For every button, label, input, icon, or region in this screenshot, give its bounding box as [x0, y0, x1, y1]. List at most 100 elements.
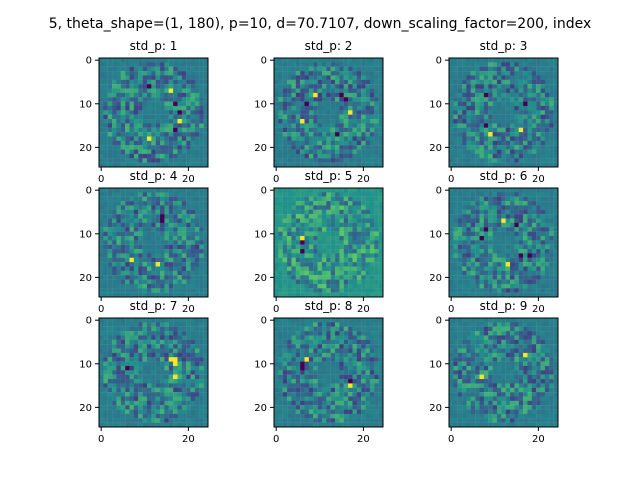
heatmap-cell [304, 123, 310, 128]
heatmap-cell [120, 240, 126, 245]
heatmap-cell [173, 127, 178, 133]
heatmap-cell [308, 145, 314, 150]
heatmap-cell [168, 422, 174, 428]
heatmap-cell [453, 132, 458, 137]
heatmap-cell [308, 392, 314, 397]
heatmap-cell [356, 249, 362, 254]
heatmap-cell [99, 405, 104, 410]
heatmap-cell [181, 153, 187, 159]
heatmap-cell [186, 62, 191, 67]
heatmap-cell [365, 222, 371, 228]
heatmap-cell [112, 253, 117, 258]
heatmap-cell [514, 58, 519, 63]
heatmap-cell [317, 214, 323, 219]
heatmap-cell [531, 136, 537, 141]
heatmap-cell [186, 192, 191, 197]
heatmap-cell [348, 405, 353, 410]
heatmap-cell [475, 127, 480, 133]
heatmap-cell [510, 97, 515, 102]
heatmap-cell [479, 162, 485, 168]
heatmap-cell [304, 101, 310, 107]
heatmap-cell [287, 71, 292, 76]
heatmap-cell [335, 214, 340, 219]
heatmap-cell [181, 79, 187, 85]
heatmap-cell [527, 218, 532, 224]
heatmap-cell [343, 361, 349, 367]
heatmap-cell [173, 283, 178, 289]
heatmap-cell [330, 158, 336, 163]
heatmap-cell [527, 119, 532, 124]
heatmap-cell [133, 75, 139, 80]
heatmap-cell [99, 158, 104, 163]
heatmap-cell [514, 88, 519, 94]
heatmap-cell [492, 162, 498, 168]
heatmap-cell [287, 218, 292, 224]
heatmap-cell [278, 292, 283, 298]
heatmap-cell [352, 322, 357, 327]
heatmap-cell [151, 257, 156, 263]
heatmap-cell [527, 196, 532, 202]
heatmap-cell [129, 292, 135, 298]
heatmap-cell [203, 136, 209, 141]
heatmap-cell [348, 97, 353, 102]
heatmap-cell [514, 240, 519, 245]
heatmap-cell [274, 158, 279, 163]
heatmap-cell [120, 123, 126, 128]
heatmap-cell [199, 132, 204, 137]
heatmap-cell [466, 105, 471, 111]
heatmap-cell [107, 387, 113, 393]
heatmap-cell [168, 114, 174, 120]
heatmap-cell [138, 214, 143, 219]
heatmap-cell [352, 123, 357, 128]
heatmap-cell [514, 283, 519, 289]
heatmap-cell [155, 105, 161, 111]
heatmap-cell [496, 270, 502, 276]
heatmap-cell [374, 145, 379, 150]
heatmap-cell [116, 158, 121, 163]
heatmap-cell [181, 379, 187, 384]
heatmap-cell [160, 132, 165, 137]
heatmap-cell [291, 352, 296, 358]
heatmap-cell [361, 123, 366, 128]
heatmap-cell [278, 405, 283, 410]
heatmap-cell [142, 62, 148, 67]
heatmap-cell [125, 262, 130, 267]
heatmap-cell [164, 209, 169, 215]
heatmap-cell [317, 240, 323, 245]
heatmap-cell [103, 222, 108, 228]
heatmap-cell [300, 205, 305, 210]
heatmap-cell [540, 188, 546, 193]
y-tick-label: 0 [436, 56, 442, 67]
heatmap-cell [142, 266, 148, 271]
heatmap-cell [181, 127, 187, 133]
heatmap-cell [181, 114, 187, 120]
heatmap-cell [304, 266, 310, 271]
heatmap-cell [133, 196, 139, 202]
heatmap-cell [496, 123, 502, 128]
y-tick-label: 20 [254, 273, 267, 284]
heatmap-cell [282, 101, 288, 107]
heatmap-cell [304, 344, 310, 349]
heatmap-cell [164, 413, 169, 419]
heatmap-cell [492, 196, 498, 202]
heatmap-cell [177, 370, 182, 375]
heatmap-cell [505, 288, 511, 293]
heatmap-cell [194, 413, 200, 419]
heatmap-cell [173, 201, 178, 206]
heatmap-cell [505, 279, 511, 285]
heatmap-cell [304, 227, 310, 232]
heatmap-cell [527, 201, 532, 206]
heatmap-cell [181, 214, 187, 219]
heatmap-cell [348, 114, 353, 120]
heatmap-cell [146, 335, 152, 340]
heatmap-cell [335, 71, 340, 76]
heatmap-cell [531, 266, 537, 271]
heatmap-cell [168, 92, 174, 98]
heatmap-cell [330, 400, 336, 406]
heatmap-cell [151, 283, 156, 289]
heatmap-cell [475, 249, 480, 254]
heatmap-cell [287, 249, 292, 254]
heatmap-cell [313, 335, 318, 340]
heatmap-cell [278, 244, 283, 250]
